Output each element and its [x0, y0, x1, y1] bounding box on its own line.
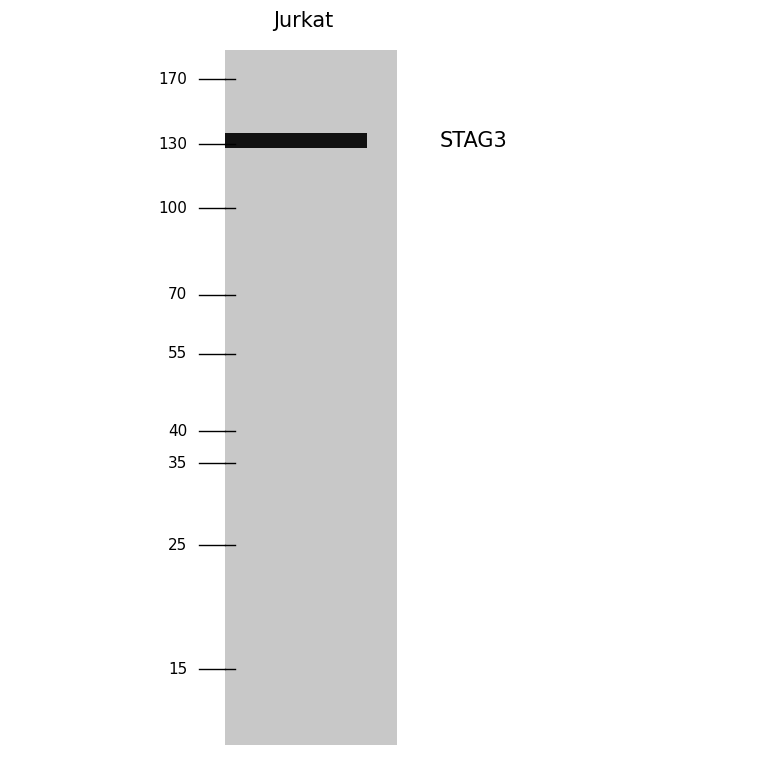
Bar: [225, 50, 397, 745]
Text: Jurkat: Jurkat: [274, 11, 334, 31]
Text: 55: 55: [168, 346, 187, 361]
Bar: [225, 133, 367, 148]
Text: 15: 15: [168, 662, 187, 677]
Text: 170: 170: [158, 72, 187, 87]
Text: 25: 25: [168, 538, 187, 553]
Text: 100: 100: [158, 201, 187, 215]
Text: 130: 130: [158, 137, 187, 152]
Text: 35: 35: [168, 456, 187, 471]
Text: 40: 40: [168, 423, 187, 439]
Text: STAG3: STAG3: [439, 131, 507, 151]
Text: 70: 70: [168, 287, 187, 303]
